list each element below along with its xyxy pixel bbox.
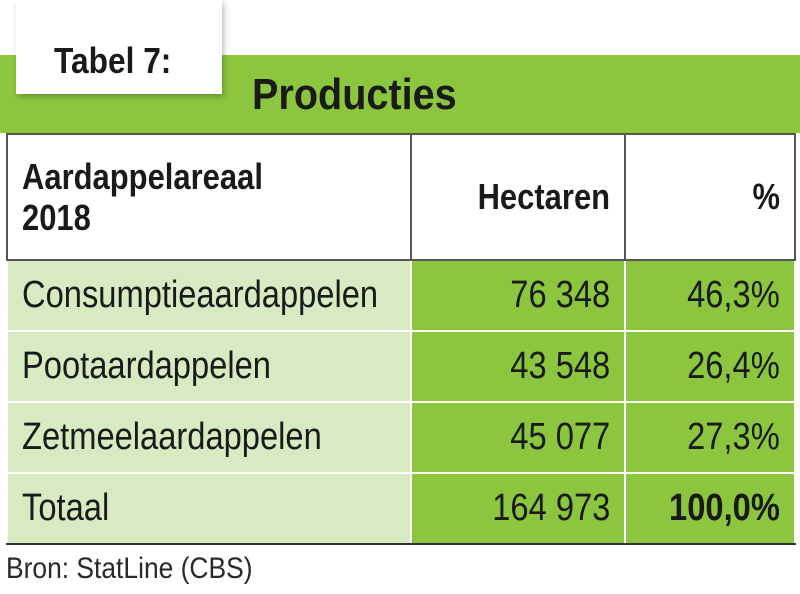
row-hectares-text: 43 548 bbox=[510, 345, 610, 387]
row-percent-text: 46,3% bbox=[687, 274, 780, 316]
row-name-text: Consumptieaardappelen bbox=[22, 274, 379, 316]
table-row: Pootaardappelen 43 548 26,4% bbox=[6, 330, 796, 403]
row-percent: 27,3% bbox=[624, 401, 796, 474]
row-name-text: Pootaardappelen bbox=[22, 345, 271, 387]
row-percent: 46,3% bbox=[624, 259, 796, 332]
row-percent: 26,4% bbox=[624, 330, 796, 403]
row-percent-text: 27,3% bbox=[687, 416, 780, 458]
total-hectares-text: 164 973 bbox=[491, 487, 610, 529]
table-title: Producties bbox=[252, 70, 457, 119]
total-hectares: 164 973 bbox=[410, 472, 626, 545]
header-area-line2: 2018 bbox=[22, 197, 91, 238]
header-hectares-label: Hectaren bbox=[477, 176, 610, 217]
row-name-text: Zetmeelaardappelen bbox=[22, 416, 322, 458]
row-percent-text: 26,4% bbox=[687, 345, 780, 387]
row-name: Consumptieaardappelen bbox=[6, 259, 412, 332]
header-row: Aardappelareaal 2018 Hectaren % bbox=[6, 133, 796, 261]
table-label: Tabel 7: bbox=[54, 40, 172, 81]
total-name-text: Totaal bbox=[22, 487, 110, 529]
total-name: Totaal bbox=[6, 472, 412, 545]
data-table: Aardappelareaal 2018 Hectaren % Consumpt… bbox=[6, 133, 796, 545]
source-note: Bron: StatLine (CBS) bbox=[6, 552, 253, 585]
row-hectares-text: 45 077 bbox=[510, 416, 610, 458]
total-percent: 100,0% bbox=[624, 472, 796, 545]
table-row: Consumptieaardappelen 76 348 46,3% bbox=[6, 259, 796, 332]
table-label-box: Tabel 7: bbox=[16, 0, 222, 94]
row-hectares: 76 348 bbox=[410, 259, 626, 332]
row-name: Zetmeelaardappelen bbox=[6, 401, 412, 474]
header-percent: % bbox=[624, 133, 796, 261]
total-row: Totaal 164 973 100,0% bbox=[6, 472, 796, 545]
header-area: Aardappelareaal 2018 bbox=[6, 133, 412, 261]
row-hectares: 45 077 bbox=[410, 401, 626, 474]
header-area-line1: Aardappelareaal bbox=[22, 155, 263, 197]
table-row: Zetmeelaardappelen 45 077 27,3% bbox=[6, 401, 796, 474]
row-hectares: 43 548 bbox=[410, 330, 626, 403]
total-percent-text: 100,0% bbox=[669, 487, 780, 529]
row-name: Pootaardappelen bbox=[6, 330, 412, 403]
header-hectares: Hectaren bbox=[410, 133, 626, 261]
header-percent-label: % bbox=[752, 176, 780, 217]
row-hectares-text: 76 348 bbox=[510, 274, 610, 316]
